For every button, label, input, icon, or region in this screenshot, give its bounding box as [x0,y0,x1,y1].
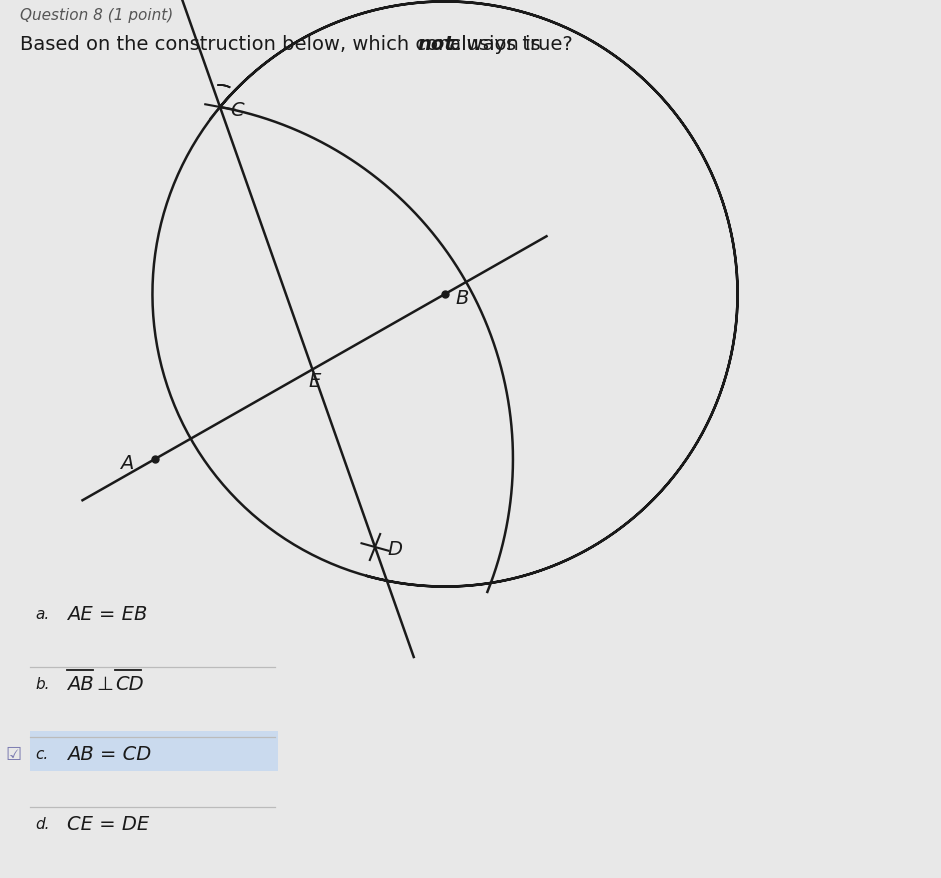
Bar [30,731,278,771]
Text: ☑: ☑ [5,745,21,763]
Text: A: A [120,454,133,473]
Text: c.: c. [35,746,48,761]
Text: CD: CD [115,674,144,694]
Text: B: B [455,289,469,308]
Text: AE = EB: AE = EB [67,605,148,623]
Text: AB: AB [67,674,94,694]
Text: Question 8 (1 point): Question 8 (1 point) [20,8,173,23]
Text: ⊥: ⊥ [96,674,113,694]
Text: C: C [230,100,244,119]
Text: always true?: always true? [443,35,573,54]
Text: CE = DE: CE = DE [67,815,150,833]
Text: b.: b. [35,677,50,692]
Text: E: E [308,372,320,391]
Text: a.: a. [35,607,49,622]
Text: D: D [387,540,402,559]
Text: not: not [418,35,455,54]
Text: Based on the construction below, which conclusion is: Based on the construction below, which c… [20,35,547,54]
Text: AB = CD: AB = CD [67,745,152,764]
Text: d.: d. [35,817,50,831]
